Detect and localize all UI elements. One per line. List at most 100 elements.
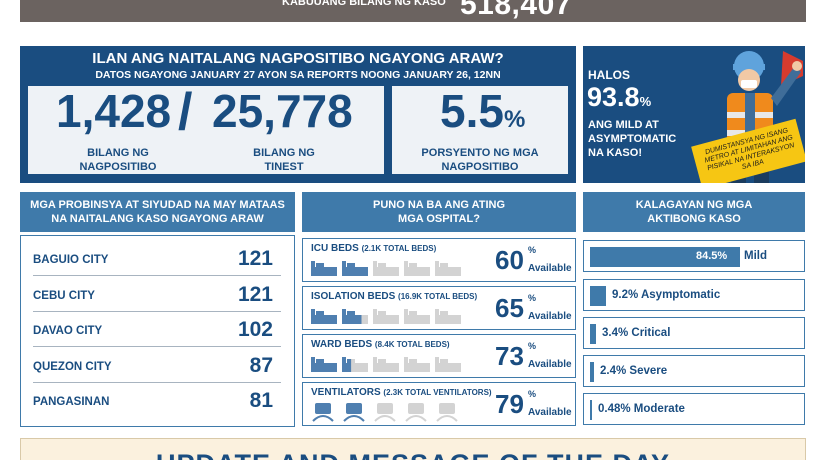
- tested-caption-line2: TINEST: [264, 161, 304, 173]
- bed-icon: [435, 357, 461, 372]
- hospital-card-title: ISOLATION BEDS (16.9K TOTAL BEDS): [311, 291, 477, 302]
- province-name: PANGASINAN: [33, 396, 110, 408]
- positivity-caption-line1: PORSYENTO NG MGA: [421, 147, 539, 159]
- mild-percentage-unit: %: [639, 94, 652, 109]
- bed-icon: [311, 261, 337, 276]
- hospitals-header-line2: MGA OSPITAL?: [398, 213, 480, 225]
- bed-icon: [435, 309, 461, 324]
- hospital-card-title: WARD BEDS (8.4K TOTAL BEDS): [311, 339, 450, 350]
- hospital-card-name: VENTILATORS: [311, 387, 381, 398]
- case-share-percent: 84.5%: [696, 250, 728, 262]
- availability-value: 73: [495, 341, 524, 371]
- positivity-rate-box: 5.5% PORSYENTO NG MGA NAGPOSITIBO: [392, 84, 568, 174]
- case-share-bar: [590, 362, 594, 382]
- positivity-rate-unit: %: [503, 106, 526, 133]
- positive-count: 1,428: [56, 85, 172, 137]
- case-share-bar: [590, 400, 592, 420]
- province-name: QUEZON CITY: [33, 361, 112, 373]
- bed-icon: [373, 309, 399, 324]
- active-cases-header: KALAGAYAN NG MGA AKTIBONG KASO: [583, 192, 805, 232]
- case-share-bar: [590, 286, 606, 306]
- bed-icon: [404, 261, 430, 276]
- province-row: DAVAO CITY 102: [33, 315, 281, 347]
- availability-label: Available: [528, 359, 572, 370]
- province-row: BAGUIO CITY 121: [33, 244, 281, 276]
- total-cases-label: KABUUANG BILANG NG KASO: [282, 0, 446, 8]
- hospital-card-name: ISOLATION BEDS: [311, 291, 396, 302]
- daily-positive-panel: ILAN ANG NAITALANG NAGPOSITIBO NGAYONG A…: [20, 46, 576, 183]
- province-row: CEBU CITY 121: [33, 280, 281, 312]
- active-case-row-severe: 2.4% Severe: [583, 355, 805, 387]
- positivity-rate-value: 5.5: [440, 85, 504, 137]
- bed-icon: [342, 261, 368, 276]
- mild-percentage: 93.8%: [587, 82, 651, 113]
- province-name: BAGUIO CITY: [33, 254, 109, 266]
- bed-icon: [342, 309, 368, 324]
- bed-icon: [373, 357, 399, 372]
- daily-positive-subtitle: DATOS NGAYONG JANUARY 27 AYON SA REPORTS…: [95, 69, 501, 81]
- case-share-label: 0.48% Moderate: [598, 403, 685, 415]
- hospital-card-name: ICU BEDS: [311, 243, 359, 254]
- hospital-card-ventilators: VENTILATORS (2.3K TOTAL VENTILATORS) 79 …: [302, 382, 576, 426]
- province-count: 87: [249, 354, 273, 377]
- active-cases-header-line1: KALAGAYAN NG MGA: [635, 199, 753, 211]
- tested-caption: BILANG NG TINEST: [214, 146, 354, 174]
- availability-unit: %: [528, 389, 537, 399]
- positivity-rate: 5.5%: [440, 84, 525, 138]
- ventilator-icon: [312, 403, 334, 422]
- provinces-list: BAGUIO CITY 121 CEBU CITY 121 DAVAO CITY…: [20, 235, 295, 427]
- bed-icon: [373, 261, 399, 276]
- bed-icon: [311, 357, 337, 372]
- ventilator-icon: [374, 403, 396, 422]
- positive-caption: BILANG NG NAGPOSITIBO: [48, 146, 188, 174]
- ventilator-icon: [343, 403, 365, 422]
- mild-cases-ad: HALOS 93.8% ANG MILD AT ASYMPTOMATIC NA …: [583, 46, 805, 183]
- province-count: 121: [237, 283, 273, 306]
- province-count: 102: [237, 318, 273, 341]
- positive-tested-box: 1,428 / 25,778 BILANG NG NAGPOSITIBO BIL…: [28, 83, 384, 174]
- availability-value: 65: [495, 293, 524, 323]
- province-row: QUEZON CITY 87: [33, 351, 281, 383]
- message-of-the-day-title: UPDATE AND MESSAGE OF THE DAY: [21, 449, 805, 460]
- mild-desc-line1: ANG MILD AT: [588, 119, 659, 131]
- hospital-card-detail: (16.9K TOTAL BEDS): [398, 292, 478, 301]
- case-share-bar: [590, 324, 596, 344]
- daily-positive-title: ILAN ANG NAITALANG NAGPOSITIBO NGAYONG A…: [92, 50, 504, 67]
- mild-percentage-value: 93.8: [587, 82, 640, 112]
- case-share-bar: [590, 247, 740, 267]
- availability-unit: %: [528, 245, 537, 255]
- hospital-card-isolation: ISOLATION BEDS (16.9K TOTAL BEDS) 65 % A…: [302, 286, 576, 330]
- hospital-card-detail: (2.1K TOTAL BEDS): [361, 244, 437, 253]
- active-case-row-moderate: 0.48% Moderate: [583, 393, 805, 425]
- case-share-label: 3.4% Critical: [602, 327, 671, 339]
- active-case-row-critical: 3.4% Critical: [583, 317, 805, 349]
- provinces-header: MGA PROBINSYA AT SIYUDAD NA MAY MATAAS N…: [20, 192, 295, 232]
- hospital-card-detail: (2.3K TOTAL VENTILATORS): [383, 388, 492, 397]
- bed-icon: [435, 261, 461, 276]
- provinces-header-line2: NA NAITALANG KASO NGAYONG ARAW: [51, 213, 264, 225]
- message-of-the-day-banner: UPDATE AND MESSAGE OF THE DAY: [20, 438, 806, 460]
- bed-icons: [311, 309, 461, 324]
- hospitals-header-line1: PUNO NA BA ANG ATING: [373, 199, 505, 211]
- province-name: DAVAO CITY: [33, 325, 103, 337]
- bed-icon: [404, 357, 430, 372]
- availability-unit: %: [528, 293, 537, 303]
- total-cases-banner: KABUUANG BILANG NG KASO 518,407: [20, 0, 806, 22]
- province-name: CEBU CITY: [33, 290, 95, 302]
- hospital-card-icu: ICU BEDS (2.1K TOTAL BEDS) 60 % Availabl…: [302, 238, 576, 282]
- active-case-row-asymptomatic: 9.2% Asymptomatic: [583, 279, 805, 311]
- ventilator-icon: [405, 403, 427, 422]
- case-share-label: Mild: [744, 250, 767, 262]
- hospital-card-title: VENTILATORS (2.3K TOTAL VENTILATORS): [311, 387, 492, 398]
- availability-label: Available: [528, 311, 572, 322]
- hospital-card-ward: WARD BEDS (8.4K TOTAL BEDS) 73 % Availab…: [302, 334, 576, 378]
- positivity-caption-line2: NAGPOSITIBO: [441, 161, 519, 173]
- availability-label: Available: [528, 263, 572, 274]
- bed-icon: [342, 357, 368, 372]
- positivity-caption: PORSYENTO NG MGA NAGPOSITIBO: [396, 146, 564, 174]
- mild-desc-line3: NA KASO!: [588, 147, 642, 159]
- province-row: PANGASINAN 81: [33, 386, 281, 418]
- availability-value: 60: [495, 245, 524, 275]
- case-share-label: 9.2% Asymptomatic: [612, 289, 721, 301]
- availability-unit: %: [528, 341, 537, 351]
